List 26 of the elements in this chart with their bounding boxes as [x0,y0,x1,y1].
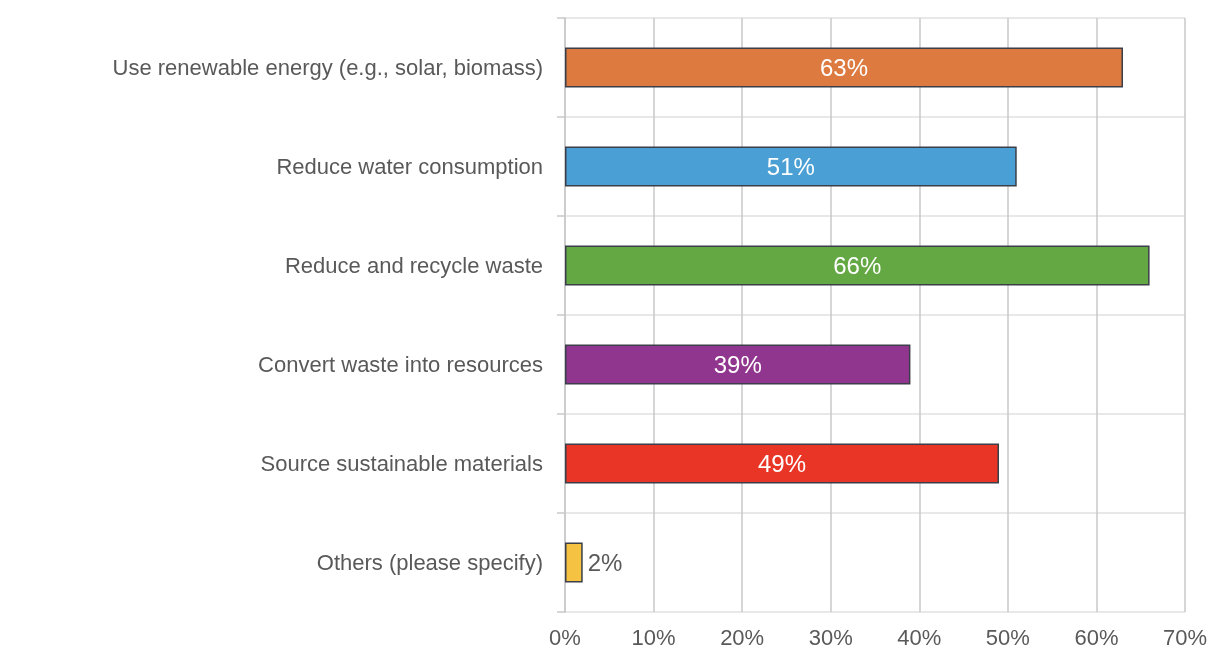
x-tick-label: 0% [549,624,581,650]
data-label: 51% [766,153,815,180]
data-label: 39% [713,351,762,378]
data-label: 66% [833,252,882,279]
x-tick-label: 40% [897,624,942,650]
data-label: 63% [819,54,869,81]
data-label: 2% [587,549,623,576]
y-tick-label: Use renewable energy (e.g., solar, biomass) [112,55,543,80]
bar [565,245,1150,286]
x-tick-label: 70% [1162,624,1208,650]
y-tick-label: Others (please specify) [316,550,543,575]
bar [565,542,583,583]
bar [565,443,999,484]
x-tick-label: 10% [631,624,676,650]
y-tick-label: Reduce and recycle waste [284,253,543,278]
bar [565,344,911,385]
bar [565,146,1017,187]
y-tick-label: Convert waste into resources [258,352,543,377]
x-tick-label: 20% [720,624,765,650]
x-tick-label: 50% [985,624,1030,650]
x-tick-label: 60% [1074,624,1119,650]
y-tick-label: Reduce water consumption [276,154,543,179]
x-tick-label: 30% [808,624,853,650]
bar [565,47,1123,88]
data-label: 49% [757,450,807,477]
y-tick-label: Source sustainable materials [260,451,543,476]
